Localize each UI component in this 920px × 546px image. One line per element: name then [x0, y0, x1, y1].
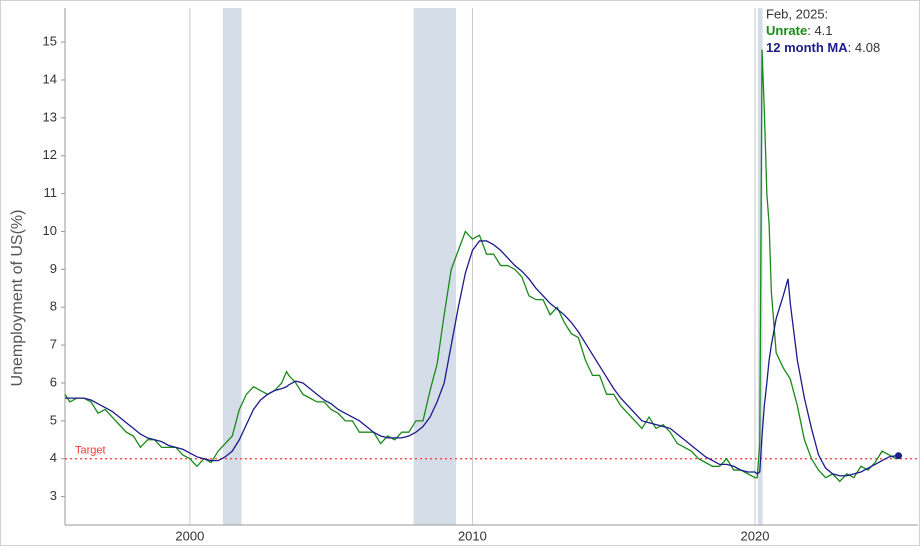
tooltip-series-name: 12 month MA — [766, 40, 848, 55]
series-line — [64, 49, 900, 483]
tooltip-separator: : — [807, 23, 811, 38]
tooltip-value: 4.1 — [814, 23, 832, 38]
y-tick-label: 4 — [50, 450, 57, 465]
y-tick-label: 13 — [43, 109, 57, 124]
y-axis-label: Unemployment of US(%) — [9, 210, 26, 387]
x-tick-label: 2010 — [458, 528, 487, 543]
recession-band — [222, 8, 242, 525]
tooltip-series-name: Unrate — [766, 23, 807, 38]
y-tick-label: 5 — [50, 412, 57, 427]
recession-band — [413, 8, 457, 525]
y-tick-label: 3 — [50, 488, 57, 503]
y-tick-label: 11 — [44, 185, 58, 200]
y-tick-label: 7 — [50, 337, 57, 352]
target-label: Target — [75, 445, 106, 457]
tooltip-separator: : — [848, 40, 852, 55]
tooltip-value: 4.08 — [855, 40, 880, 55]
tooltip-title: Feb, 2025: — [766, 6, 828, 21]
y-tick-label: 9 — [50, 261, 57, 276]
y-tick-label: 15 — [43, 34, 57, 49]
tooltip-row: Unrate: 4.1 — [766, 23, 833, 38]
y-tick-label: 12 — [43, 147, 57, 162]
x-tick-label: 2020 — [741, 528, 770, 543]
hover-dot — [895, 452, 903, 460]
series-line — [65, 240, 899, 477]
tooltip-row: 12 month MA: 4.08 — [766, 40, 880, 55]
y-tick-label: 6 — [50, 374, 57, 389]
y-tick-label: 14 — [43, 71, 57, 86]
y-tick-label: 10 — [43, 223, 57, 238]
x-tick-label: 2000 — [175, 528, 204, 543]
y-tick-label: 8 — [50, 299, 57, 314]
